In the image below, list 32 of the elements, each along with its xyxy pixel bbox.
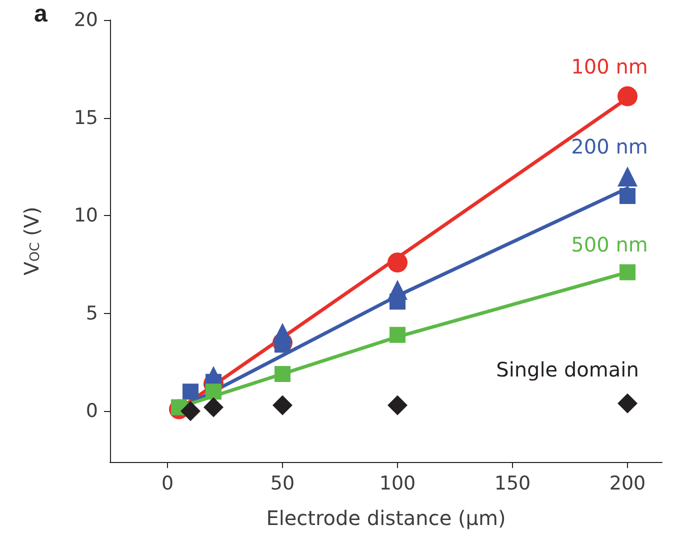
point: [180, 401, 200, 422]
x-tick-label: 0: [161, 472, 174, 494]
point: [388, 395, 408, 416]
x-tick-label: 100: [379, 472, 416, 494]
point: [618, 86, 638, 106]
y-tick-label: 5: [86, 302, 98, 324]
series-label: 100 nm: [571, 54, 648, 78]
y-tick-label: 0: [86, 400, 98, 422]
y-tick-label: 15: [74, 106, 98, 129]
point: [182, 384, 198, 400]
series-label: Single domain: [496, 357, 639, 382]
x-tick-label: 200: [609, 472, 646, 494]
x-tick-label: 150: [494, 472, 531, 494]
x-axis-title: Electrode distance (μm): [266, 506, 506, 530]
point: [272, 395, 292, 416]
point: [206, 384, 222, 400]
text: a: [34, 0, 48, 28]
point: [620, 188, 636, 204]
point: [274, 366, 290, 382]
point: [620, 264, 636, 280]
point: [390, 326, 406, 343]
point: [618, 393, 638, 414]
point: [204, 397, 224, 418]
point: [390, 294, 406, 310]
point: [388, 252, 408, 273]
y-axis-title: VOC (V): [20, 206, 44, 276]
series-label: 500 nm: [571, 232, 648, 256]
series-label: 200 nm: [571, 134, 648, 158]
point: [618, 166, 638, 186]
x-tick-label: 50: [270, 472, 295, 494]
y-tick-label: 20: [74, 9, 98, 31]
y-tick-label: 10: [74, 204, 98, 227]
